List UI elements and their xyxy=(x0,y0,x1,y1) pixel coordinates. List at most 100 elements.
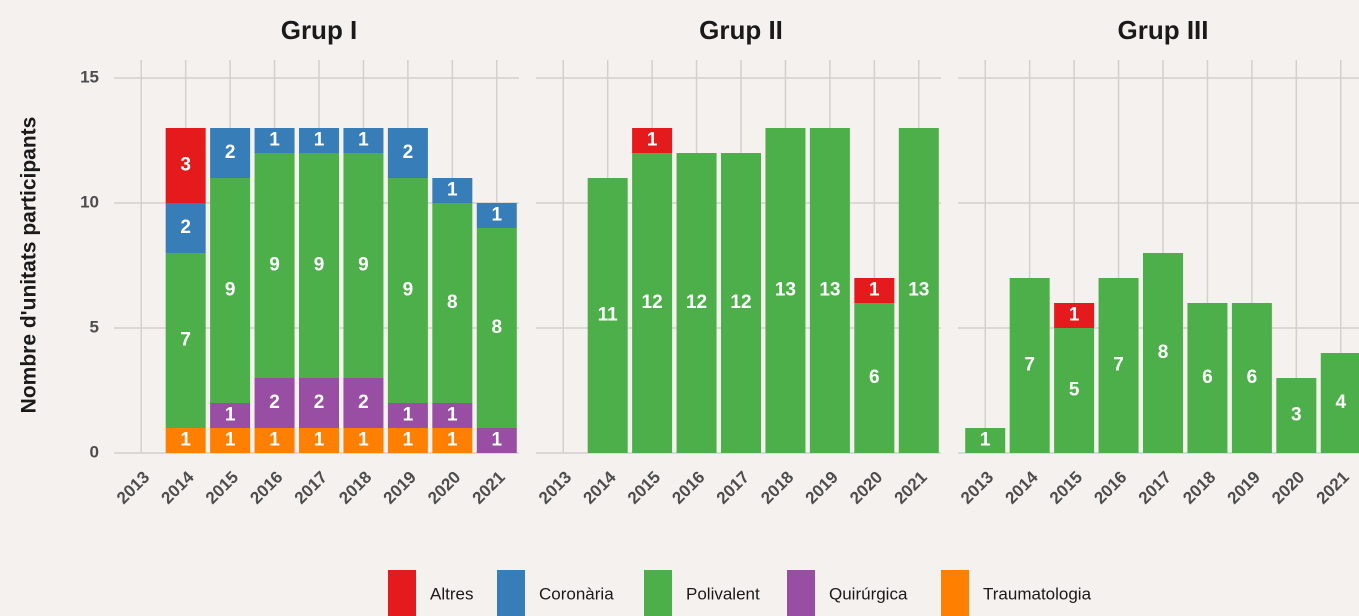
x-tick-label: 2016 xyxy=(668,468,708,508)
x-tick-label: 2017 xyxy=(291,468,331,508)
bar-segment xyxy=(476,228,517,428)
bar-segment xyxy=(854,278,895,303)
bar-segment xyxy=(343,378,384,428)
x-tick-label: 2018 xyxy=(757,468,797,508)
data-label: 1 xyxy=(403,405,414,426)
y-tick-label: 0 xyxy=(90,442,99,461)
legend-label: Quirúrgica xyxy=(829,584,908,603)
x-tick-label: 2014 xyxy=(157,467,198,508)
bar-segment xyxy=(1187,303,1228,453)
data-label: 7 xyxy=(1024,355,1035,376)
x-tick-label: 2015 xyxy=(202,468,242,508)
bar-segment xyxy=(721,153,761,453)
data-label: 13 xyxy=(908,280,929,301)
bar-segment xyxy=(476,203,517,228)
bar-segment xyxy=(343,128,384,153)
data-label: 2 xyxy=(403,142,414,163)
data-label: 1 xyxy=(403,430,414,451)
bar-segment xyxy=(587,178,628,453)
legend-key xyxy=(644,570,672,616)
legend-key xyxy=(787,570,815,616)
bar-segment xyxy=(632,128,673,153)
data-label: 6 xyxy=(869,367,880,388)
data-label: 1 xyxy=(180,430,191,451)
bar-segment xyxy=(254,128,295,153)
data-label: 12 xyxy=(686,292,707,313)
data-label: 1 xyxy=(491,430,502,451)
data-label: 1 xyxy=(358,430,369,451)
bar-segment xyxy=(165,253,206,428)
data-label: 6 xyxy=(1247,367,1258,388)
bar-segment xyxy=(387,428,428,453)
legend-label: Altres xyxy=(430,584,473,603)
data-label: 3 xyxy=(1291,405,1302,426)
bar-segment xyxy=(210,178,251,403)
x-tick-label: 2021 xyxy=(891,468,931,508)
bar-segment xyxy=(387,403,428,428)
bar-segment xyxy=(1054,328,1095,453)
y-tick-label: 5 xyxy=(90,317,99,336)
data-label: 4 xyxy=(1335,392,1346,413)
x-tick-label: 2013 xyxy=(957,468,997,508)
bar-segment xyxy=(299,428,339,453)
x-tick-label: 2016 xyxy=(1090,468,1130,508)
legend-key xyxy=(388,570,416,616)
bar-segment xyxy=(387,178,428,403)
x-tick-label: 2018 xyxy=(1179,468,1219,508)
bar-segment xyxy=(1054,303,1095,328)
bar-segment xyxy=(1143,253,1183,453)
bar-segment xyxy=(632,153,673,453)
bar-segment xyxy=(965,428,1006,453)
data-label: 2 xyxy=(269,392,280,413)
legend-label: Polivalent xyxy=(686,584,760,603)
bar-segment xyxy=(1276,378,1317,453)
x-tick-label: 2017 xyxy=(1135,468,1175,508)
data-label: 2 xyxy=(314,392,325,413)
x-tick-label: 2018 xyxy=(335,468,375,508)
bar-segment xyxy=(1009,278,1050,453)
data-label: 13 xyxy=(819,280,840,301)
bar-segment xyxy=(432,403,473,428)
bar-segment xyxy=(299,378,339,428)
x-tick-label: 2014 xyxy=(1001,467,1042,508)
bar-segment xyxy=(254,428,295,453)
data-label: 1 xyxy=(447,180,458,201)
bar-segment xyxy=(676,153,717,453)
y-axis-label: Nombre d'unitats participants xyxy=(18,117,41,414)
data-label: 1 xyxy=(447,405,458,426)
data-label: 3 xyxy=(180,155,191,176)
x-tick-label: 2019 xyxy=(1224,468,1264,508)
bar-segment xyxy=(854,303,895,453)
x-tick-label: 2015 xyxy=(1046,468,1086,508)
data-label: 7 xyxy=(1113,355,1124,376)
legend-label: Coronària xyxy=(539,584,614,603)
bar-segment xyxy=(254,153,295,378)
bar-segment xyxy=(898,128,939,453)
x-tick-label: 2019 xyxy=(380,468,420,508)
data-label: 9 xyxy=(403,280,414,301)
data-label: 2 xyxy=(225,142,236,163)
data-label: 9 xyxy=(358,255,369,276)
y-tick-label: 10 xyxy=(80,192,99,211)
data-label: 1 xyxy=(225,405,236,426)
x-tick-label: 2017 xyxy=(713,468,753,508)
data-label: 1 xyxy=(225,430,236,451)
panel-title: Grup I xyxy=(281,15,358,45)
bar-segment xyxy=(343,428,384,453)
data-label: 7 xyxy=(180,330,191,351)
x-tick-label: 2020 xyxy=(424,468,464,508)
data-label: 1 xyxy=(447,430,458,451)
data-label: 1 xyxy=(269,130,280,151)
bar-segment xyxy=(476,428,517,453)
bar-segment xyxy=(765,128,806,453)
bar-segment xyxy=(210,128,251,178)
data-label: 8 xyxy=(491,317,502,338)
data-label: 11 xyxy=(598,305,619,326)
data-label: 5 xyxy=(1069,380,1080,401)
bar-segment xyxy=(343,153,384,378)
data-label: 1 xyxy=(358,130,369,151)
panel-title: Grup II xyxy=(699,15,783,45)
bar-segment xyxy=(1320,353,1359,453)
x-tick-label: 2020 xyxy=(1268,468,1308,508)
